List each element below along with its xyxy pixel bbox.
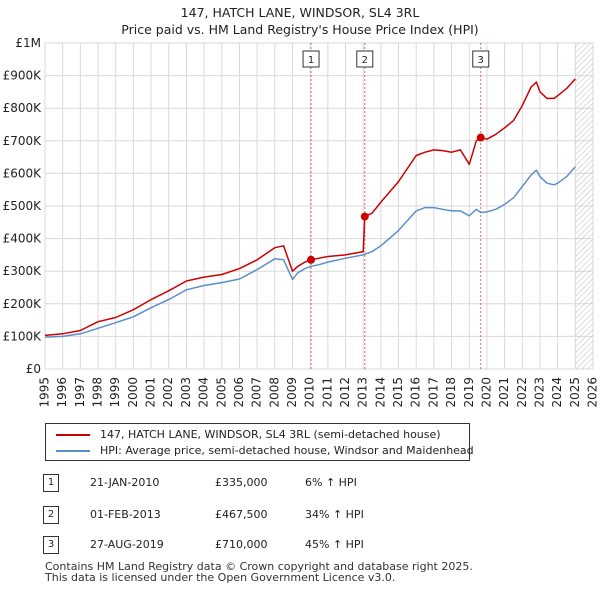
x-tick-label: 2026 (586, 377, 600, 408)
y-tick-label: £0 (26, 362, 41, 376)
sale-marker-label: 1 (308, 55, 314, 66)
x-tick-label: 2003 (179, 377, 193, 408)
x-tick-label: 2023 (532, 377, 546, 408)
forecast-hatched-region (575, 43, 593, 369)
x-tick-label: 2025 (568, 377, 582, 408)
legend: 147, HATCH LANE, WINDSOR, SL4 3RL (semi-… (45, 423, 474, 461)
x-tick-label: 2016 (409, 377, 423, 408)
x-tick-label: 1997 (73, 377, 87, 408)
legend-label-property: 147, HATCH LANE, WINDSOR, SL4 3RL (semi-… (100, 428, 441, 441)
footer-copyright: Contains HM Land Registry data © Crown c… (45, 560, 473, 573)
y-tick-label: £800K (3, 101, 43, 115)
x-tick-label: 2020 (479, 377, 493, 408)
x-tick-label: 2014 (373, 377, 387, 408)
legend-swatch-property (56, 434, 90, 436)
x-tick-label: 1995 (38, 377, 52, 408)
sale-hpi-change: 45% ↑ HPI (305, 538, 364, 551)
chart-title-line1: 147, HATCH LANE, WINDSOR, SL4 3RL (180, 5, 420, 20)
series-line-property (44, 78, 576, 337)
sale-point (476, 133, 485, 142)
price-chart: £0 £100K £200K £300K £400K £500K £600K £700K £80… (3, 36, 600, 408)
legend-label-hpi: HPI: Average price, semi-detached house,… (100, 444, 474, 457)
sale-price: £467,500 (215, 508, 268, 521)
x-tick-label: 1998 (91, 377, 105, 408)
y-tick-label: £700K (3, 134, 43, 148)
sale-marker-box (356, 50, 374, 68)
y-tick-label: £600K (3, 166, 43, 180)
x-tick-label: 2009 (285, 377, 299, 408)
y-tick-label: £400K (3, 232, 43, 246)
sale-number: 2 (43, 506, 59, 524)
footer-licence: This data is licensed under the Open Gov… (45, 571, 396, 584)
x-tick-label: 2002 (161, 377, 175, 408)
sale-number: 1 (43, 474, 59, 492)
x-tick-label: 2006 (232, 377, 246, 408)
x-tick-label: 2018 (444, 377, 458, 408)
y-tick-label: £500K (3, 199, 43, 213)
sale-marker-label: 2 (362, 55, 368, 66)
footer: Contains HM Land Registry data © Crown c… (45, 561, 473, 583)
sale-hpi-change: 34% ↑ HPI (305, 508, 364, 521)
sale-marker-box (302, 50, 320, 68)
x-tick-label: 2011 (320, 377, 334, 408)
x-tick-label: 2000 (126, 377, 140, 408)
x-tick-label: 2017 (426, 377, 440, 408)
x-tick-label: 2024 (550, 377, 564, 408)
y-tick-label: £900K (3, 69, 43, 83)
x-tick-label: 2022 (515, 377, 529, 408)
series-line-hpi (44, 166, 576, 338)
sale-marker-box (472, 50, 490, 68)
x-tick-label: 2004 (197, 377, 211, 408)
x-tick-label: 2001 (144, 377, 158, 408)
x-tick-label: 2021 (497, 377, 511, 408)
sale-date: 21-JAN-2010 (90, 476, 160, 489)
sale-date: 27-AUG-2019 (90, 538, 164, 551)
sale-point (307, 255, 316, 264)
x-tick-label: 2015 (391, 377, 405, 408)
x-tick-label: 2013 (356, 377, 370, 408)
x-tick-label: 2005 (214, 377, 228, 408)
y-tick-label: £300K (3, 264, 43, 278)
x-tick-label: 2012 (338, 377, 352, 408)
x-tick-label: 1999 (108, 377, 122, 408)
legend-swatch-hpi (56, 450, 90, 452)
sale-date: 01-FEB-2013 (90, 508, 161, 521)
x-tick-label: 2007 (250, 377, 264, 408)
x-tick-label: 2019 (462, 377, 476, 408)
sale-marker-label: 3 (478, 55, 484, 66)
x-tick-label: 1996 (55, 377, 69, 408)
sale-price: £710,000 (215, 538, 268, 551)
chart-title-line2: Price paid vs. HM Land Registry's House … (121, 22, 479, 37)
sale-price: £335,000 (215, 476, 268, 489)
x-tick-label: 2008 (267, 377, 281, 408)
sale-hpi-change: 6% ↑ HPI (305, 476, 357, 489)
y-tick-label: £200K (3, 297, 43, 311)
sale-point (360, 212, 369, 221)
sale-number: 3 (43, 536, 59, 554)
x-tick-label: 2010 (303, 377, 317, 408)
y-tick-label: £100K (3, 329, 43, 343)
y-tick-label: £1M (15, 36, 41, 50)
